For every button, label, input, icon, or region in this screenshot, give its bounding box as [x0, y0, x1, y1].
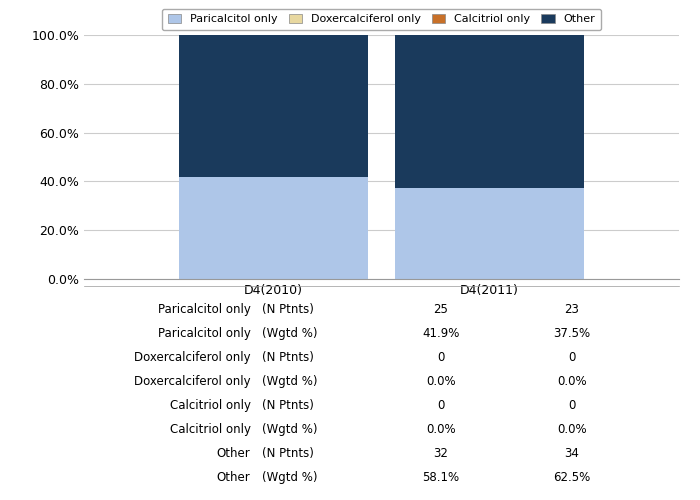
Text: 32: 32 [433, 448, 449, 460]
Text: 0.0%: 0.0% [557, 375, 587, 388]
Text: Paricalcitol only: Paricalcitol only [158, 303, 251, 316]
Bar [395, 188, 584, 279]
Text: (N Ptnts): (N Ptnts) [262, 400, 314, 412]
Text: (Wgtd %): (Wgtd %) [262, 424, 318, 436]
Text: 0: 0 [438, 400, 444, 412]
Text: (N Ptnts): (N Ptnts) [262, 303, 314, 316]
Text: Doxercalciferol only: Doxercalciferol only [134, 351, 251, 364]
Text: (N Ptnts): (N Ptnts) [262, 351, 314, 364]
Legend: Paricalcitol only, Doxercalciferol only, Calcitriol only, Other: Paricalcitol only, Doxercalciferol only,… [162, 9, 601, 30]
Text: (Wgtd %): (Wgtd %) [262, 375, 318, 388]
Text: (N Ptnts): (N Ptnts) [262, 448, 314, 460]
Text: Other: Other [217, 472, 251, 484]
Text: Calcitriol only: Calcitriol only [169, 424, 251, 436]
Text: 41.9%: 41.9% [422, 327, 460, 340]
Bar [395, 35, 584, 188]
Text: 62.5%: 62.5% [553, 472, 591, 484]
Text: 23: 23 [564, 303, 580, 316]
Text: 58.1%: 58.1% [422, 472, 460, 484]
Text: 25: 25 [433, 303, 449, 316]
Text: 0.0%: 0.0% [426, 424, 456, 436]
Text: 0: 0 [438, 351, 444, 364]
Text: 0: 0 [568, 351, 575, 364]
Text: Other: Other [217, 448, 251, 460]
Text: 37.5%: 37.5% [553, 327, 591, 340]
Text: (Wgtd %): (Wgtd %) [262, 327, 318, 340]
Text: 0.0%: 0.0% [426, 375, 456, 388]
Text: (Wgtd %): (Wgtd %) [262, 472, 318, 484]
Text: 0: 0 [568, 400, 575, 412]
Bar [178, 35, 368, 177]
Text: 34: 34 [564, 448, 580, 460]
Text: Calcitriol only: Calcitriol only [169, 400, 251, 412]
Bar [178, 177, 368, 279]
Text: Paricalcitol only: Paricalcitol only [158, 327, 251, 340]
Text: 0.0%: 0.0% [557, 424, 587, 436]
Text: Doxercalciferol only: Doxercalciferol only [134, 375, 251, 388]
